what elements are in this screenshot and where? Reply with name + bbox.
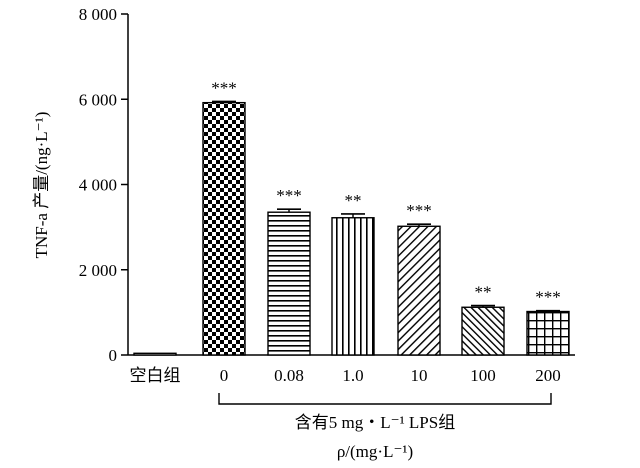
bar xyxy=(267,211,311,356)
bar xyxy=(397,225,441,356)
bar xyxy=(461,306,505,356)
significance-label: *** xyxy=(535,288,561,307)
significance-label: ** xyxy=(345,191,362,210)
x-tick-label: 0 xyxy=(220,366,229,385)
x-tick-label: 1.0 xyxy=(342,366,363,385)
y-tick-label: 2 000 xyxy=(79,261,117,280)
x-tick-label: 100 xyxy=(470,366,496,385)
x-tick-label: 0.08 xyxy=(274,366,304,385)
bar xyxy=(202,101,246,356)
x-tick-label: 200 xyxy=(535,366,561,385)
bar xyxy=(331,217,375,356)
bar xyxy=(133,352,177,356)
y-tick-label: 8 000 xyxy=(79,5,117,24)
group-bracket xyxy=(218,393,552,405)
x-tick-labels: 空白组 0 0.08 1.0 10 100 200 xyxy=(130,366,561,385)
significance-label: ** xyxy=(475,283,492,302)
y-tick-label: 6 000 xyxy=(79,90,117,109)
x-tick-label: 10 xyxy=(411,366,428,385)
x-tick-label: 空白组 xyxy=(130,366,181,385)
bar xyxy=(526,310,570,356)
significance-label: *** xyxy=(211,78,237,97)
bars: ****** ******* *** xyxy=(133,78,570,356)
y-tick-label: 4 000 xyxy=(79,176,117,195)
y-ticks: 0 2 000 4 000 6 000 8 000 xyxy=(79,5,128,365)
significance-label: *** xyxy=(276,186,302,205)
y-tick-label: 0 xyxy=(109,346,118,365)
y-axis-label: TNF-a 产量/(ng·L⁻¹) xyxy=(32,112,51,259)
significance-label: *** xyxy=(406,201,432,220)
group-label: 含有5 mg・L⁻¹ LPS组 xyxy=(295,413,455,432)
x-axis-label: ρ/(mg·L⁻¹) xyxy=(337,442,413,461)
bracket-line xyxy=(218,393,552,405)
